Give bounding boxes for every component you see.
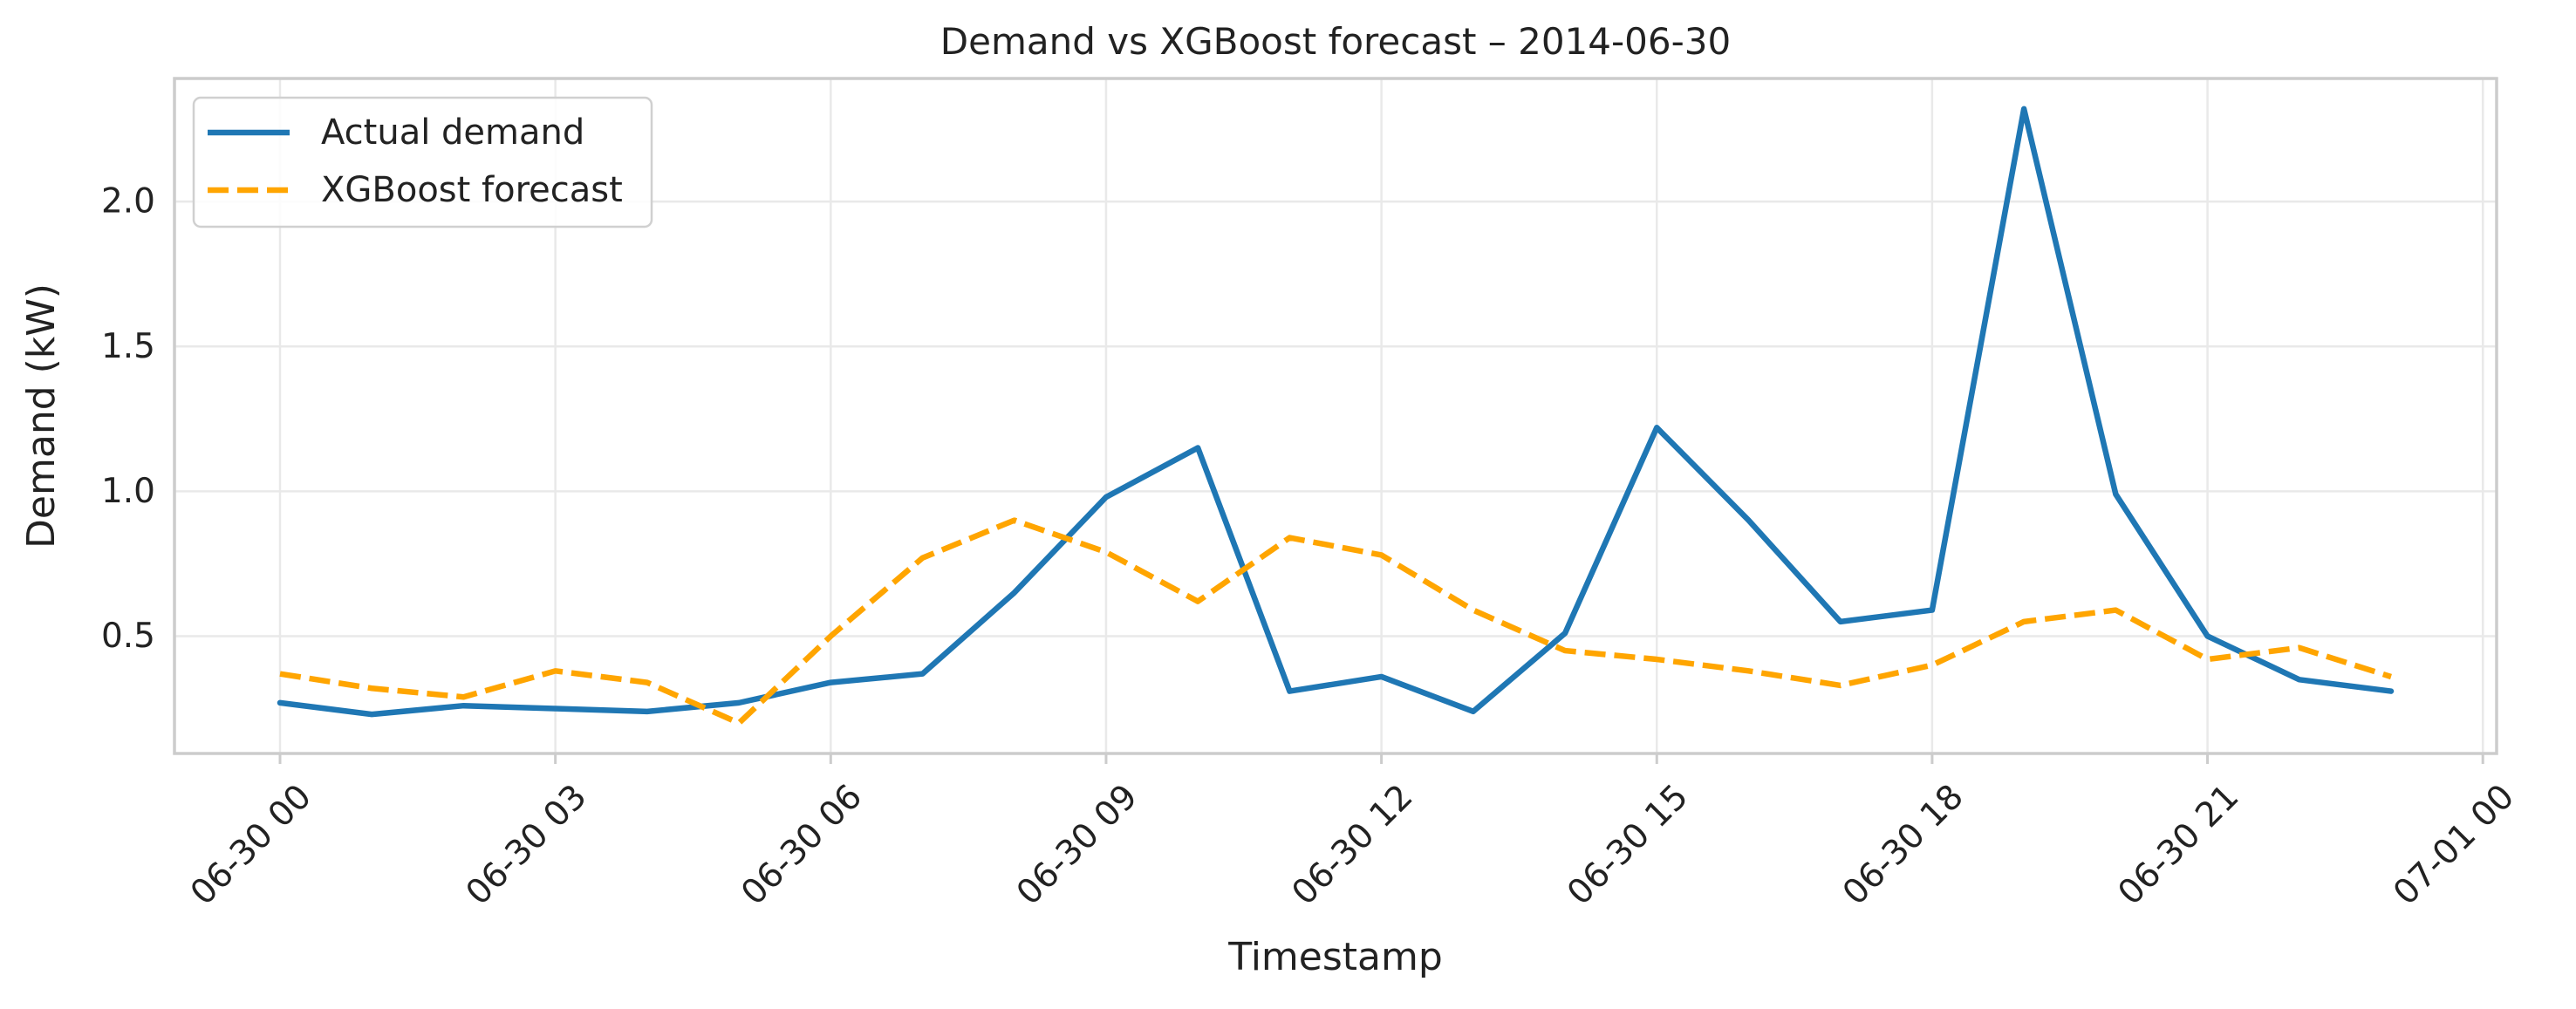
series-lines [277,106,2395,726]
grid [174,78,2497,753]
x-axis-label: Timestamp [1227,935,1443,979]
y-tick-label: 1.5 [101,327,155,366]
legend-label: XGBoost forecast [321,170,623,210]
y-tick-label: 2.0 [101,182,155,222]
y-tick-label: 0.5 [101,617,155,656]
legend-label: Actual demand [321,112,584,153]
y-tick-label: 1.0 [101,472,155,511]
legend-box [192,96,653,228]
y-axis-label: Demand (kW) [19,283,64,549]
chart-title: Demand vs XGBoost forecast – 2014-06-30 [940,20,1731,63]
plot-frame [173,77,2498,755]
series-line-xgboost-forecast [279,517,2392,726]
legend: Actual demand XGBoost forecast [192,96,653,228]
series-line-actual-demand [277,106,2395,718]
